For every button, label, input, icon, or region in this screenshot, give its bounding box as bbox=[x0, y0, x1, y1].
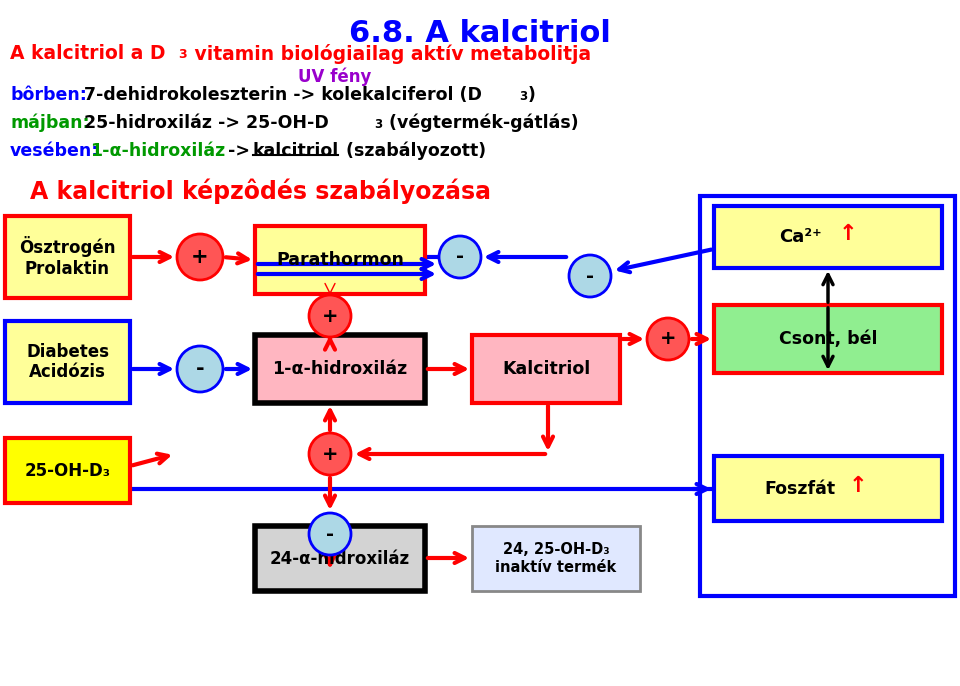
Text: +: + bbox=[322, 307, 338, 325]
FancyBboxPatch shape bbox=[255, 335, 425, 403]
Text: ): ) bbox=[528, 86, 536, 104]
Ellipse shape bbox=[647, 318, 689, 360]
Text: Kalcitriol: Kalcitriol bbox=[502, 360, 590, 378]
Text: Ösztrogén
Prolaktin: Ösztrogén Prolaktin bbox=[19, 236, 116, 278]
Text: (szabályozott): (szabályozott) bbox=[340, 142, 486, 161]
FancyBboxPatch shape bbox=[255, 226, 425, 294]
Text: ↑: ↑ bbox=[849, 476, 867, 496]
Ellipse shape bbox=[439, 236, 481, 278]
Ellipse shape bbox=[177, 234, 223, 280]
Text: vesében:: vesében: bbox=[10, 142, 100, 160]
Text: +: + bbox=[191, 247, 209, 267]
Text: kalcitriol: kalcitriol bbox=[253, 142, 339, 160]
Text: UV fény: UV fény bbox=[299, 68, 372, 86]
Text: 24-α-hidroxiláz: 24-α-hidroxiláz bbox=[270, 549, 410, 567]
Text: 6.8. A kalcitriol: 6.8. A kalcitriol bbox=[349, 19, 611, 48]
FancyBboxPatch shape bbox=[5, 216, 130, 298]
Text: májban:: májban: bbox=[10, 114, 89, 132]
Text: Foszfát: Foszfát bbox=[764, 480, 835, 498]
FancyBboxPatch shape bbox=[714, 456, 942, 521]
Text: -: - bbox=[456, 248, 464, 266]
Text: -: - bbox=[196, 359, 204, 379]
FancyBboxPatch shape bbox=[5, 321, 130, 403]
Text: ->: -> bbox=[222, 142, 256, 160]
Text: 3: 3 bbox=[519, 90, 527, 103]
Text: Csont, bél: Csont, bél bbox=[779, 330, 877, 348]
Text: vitamin biológiailag aktív metabolitja: vitamin biológiailag aktív metabolitja bbox=[188, 44, 591, 64]
Text: (végtermék-gátlás): (végtermék-gátlás) bbox=[383, 114, 579, 132]
Text: -: - bbox=[586, 266, 594, 285]
Ellipse shape bbox=[569, 255, 611, 297]
Text: Parathormon: Parathormon bbox=[276, 251, 404, 269]
Text: 3: 3 bbox=[374, 118, 382, 131]
Text: ↑: ↑ bbox=[839, 224, 857, 244]
Text: Ca²⁺: Ca²⁺ bbox=[779, 228, 822, 246]
Text: 1-α-hidroxiláz: 1-α-hidroxiláz bbox=[273, 360, 408, 378]
FancyBboxPatch shape bbox=[472, 335, 620, 403]
Text: +: + bbox=[660, 329, 676, 348]
Text: 25-hidroxiláz -> 25-OH-D: 25-hidroxiláz -> 25-OH-D bbox=[84, 114, 328, 132]
Text: A kalcitriol a D: A kalcitriol a D bbox=[10, 44, 165, 63]
Ellipse shape bbox=[309, 295, 351, 337]
FancyBboxPatch shape bbox=[714, 206, 942, 268]
Text: 3: 3 bbox=[178, 48, 186, 61]
Ellipse shape bbox=[177, 346, 223, 392]
Text: 1-α-hidroxiláz: 1-α-hidroxiláz bbox=[90, 142, 226, 160]
Ellipse shape bbox=[309, 433, 351, 475]
Text: 7-dehidrokoleszterin -> kolekalciferol (D: 7-dehidrokoleszterin -> kolekalciferol (… bbox=[84, 86, 482, 104]
Text: Diabetes
Acidózis: Diabetes Acidózis bbox=[26, 342, 109, 381]
FancyBboxPatch shape bbox=[472, 526, 640, 591]
Text: -: - bbox=[326, 525, 334, 543]
FancyBboxPatch shape bbox=[255, 526, 425, 591]
Ellipse shape bbox=[309, 513, 351, 555]
FancyBboxPatch shape bbox=[5, 438, 130, 503]
Text: A kalcitriol képzôdés szabályozása: A kalcitriol képzôdés szabályozása bbox=[30, 178, 491, 204]
Text: +: + bbox=[322, 445, 338, 464]
Text: bôrben:: bôrben: bbox=[10, 86, 86, 104]
FancyBboxPatch shape bbox=[714, 305, 942, 373]
Text: 25-OH-D₃: 25-OH-D₃ bbox=[25, 462, 110, 480]
Text: 24, 25-OH-D₃
inaktív termék: 24, 25-OH-D₃ inaktív termék bbox=[495, 543, 616, 575]
